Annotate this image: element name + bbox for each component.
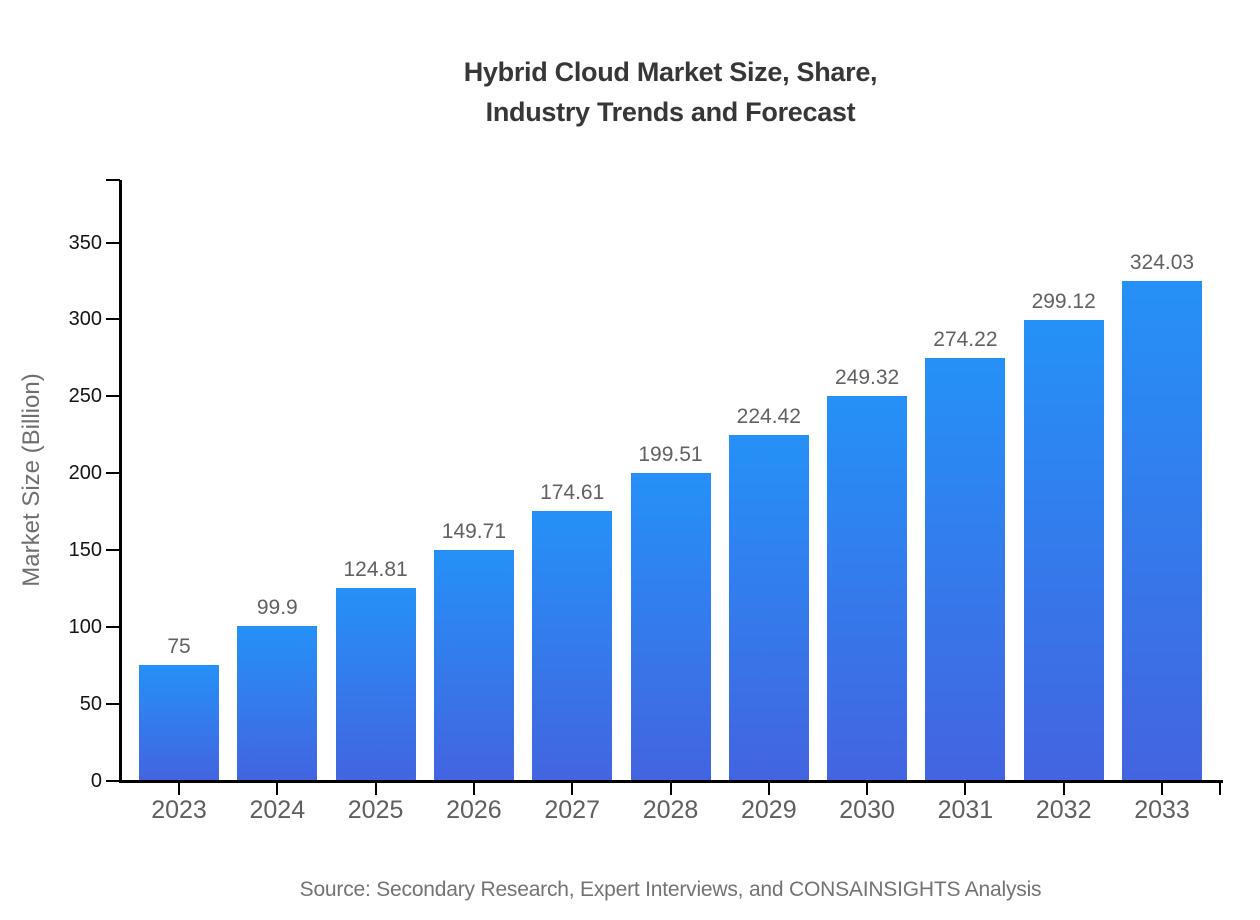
bar-2027 [532,511,613,780]
x-axis-end-tick [1219,783,1221,795]
y-tick-mark [106,472,120,475]
x-tick-label-2031: 2031 [937,796,994,824]
x-tick-mark [374,783,377,795]
y-tick-mark [106,703,120,706]
bar-2026 [433,549,514,780]
x-tick-mark [276,783,279,795]
x-tick-label-2023: 2023 [151,796,207,824]
bar-value-label: 249.32 [834,366,900,390]
x-tick-label-2028: 2028 [642,796,699,824]
bar-value-label: 99.9 [256,596,298,620]
bar-2032 [1023,319,1104,780]
bar-2024 [237,626,318,780]
x-tick-label-2030: 2030 [839,796,895,824]
y-tick-mark [106,395,120,398]
x-tick-mark [1161,783,1163,795]
y-tick-label: 300 [68,308,102,331]
bar-2029 [728,434,809,780]
x-tick-mark [571,783,574,795]
x-tick-mark [866,783,869,795]
y-tick-mark [106,241,120,244]
x-tick-label-2024: 2024 [249,796,306,824]
x-tick-mark [669,783,672,795]
y-tick-mark [106,318,120,321]
x-tick-label-2032: 2032 [1035,796,1092,824]
y-axis-end-tick [106,179,120,181]
x-tick-label-2027: 2027 [544,796,600,824]
x-tick-label-2025: 2025 [347,796,404,824]
x-tick-label-2033: 2033 [1134,796,1190,824]
y-tick-label: 0 [90,770,102,792]
bar-2031 [925,358,1006,780]
y-axis-line [118,180,122,783]
x-tick-label-2029: 2029 [740,796,797,824]
bar-2028 [630,473,711,780]
x-tick-mark [472,783,475,795]
x-tick-mark [964,783,967,795]
x-tick-mark [767,783,770,795]
x-axis-line [118,780,1223,783]
x-tick-mark [1062,783,1065,795]
y-tick-mark [106,780,120,782]
y-tick-mark [106,549,120,552]
bar-value-label: 299.12 [1031,289,1096,313]
y-tick-label: 250 [68,385,102,408]
bar-2030 [827,396,908,780]
bar-value-label: 149.71 [441,519,506,543]
bar-value-label: 75 [167,634,191,658]
bar-value-label: 174.61 [540,481,605,505]
bar-value-label: 324.03 [1129,251,1195,275]
y-tick-label: 350 [68,231,102,254]
bar-2025 [335,587,416,780]
x-tick-mark [178,783,180,795]
chart-title: Hybrid Cloud Market Size, Share, Industr… [120,52,1221,132]
x-tick-label-2026: 2026 [446,796,502,824]
y-tick-mark [106,626,120,629]
bar-2023 [139,664,219,780]
source-note: Source: Secondary Research, Expert Inter… [299,878,1042,901]
bar-value-label: 199.51 [638,443,703,467]
chart-title-line1: Hybrid Cloud Market Size, Share, [463,57,878,87]
y-tick-label: 50 [79,693,102,716]
y-tick-label: 150 [68,539,102,562]
chart-title-line2: Industry Trends and Forecast [485,97,856,127]
y-tick-label: 100 [68,616,102,639]
bar-value-label: 224.42 [736,404,801,428]
bar-value-label: 274.22 [933,328,998,352]
bar-value-label: 124.81 [343,557,408,581]
y-tick-label: 200 [68,462,102,485]
bar-2033 [1122,281,1202,780]
